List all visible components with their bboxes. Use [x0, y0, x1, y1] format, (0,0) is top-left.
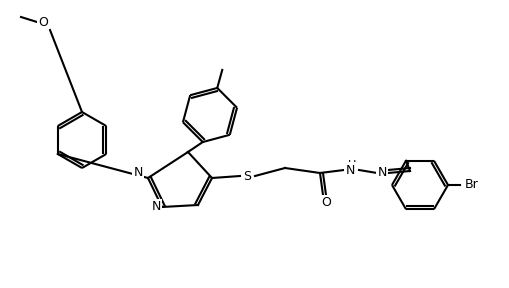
Text: Br: Br	[464, 179, 478, 192]
Text: N: N	[377, 166, 386, 179]
Text: N: N	[151, 200, 160, 213]
Text: O: O	[321, 196, 330, 209]
Text: N: N	[133, 166, 143, 179]
Text: S: S	[242, 170, 250, 183]
Text: N: N	[345, 164, 354, 177]
Text: H: H	[347, 160, 355, 170]
Text: N: N	[133, 168, 143, 181]
Text: O: O	[38, 16, 48, 29]
